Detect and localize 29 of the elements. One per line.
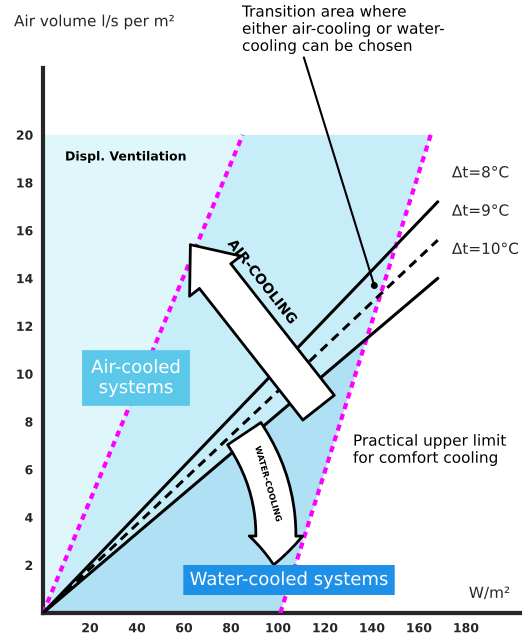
y-axis-title: Air volume l/s per m² <box>14 14 174 30</box>
x-tick-label: 180 <box>454 622 478 632</box>
series-label: Δt=9°C <box>452 204 508 216</box>
x-tick-label: 100 <box>266 622 290 632</box>
annotation: Water-cooled systems <box>190 571 388 589</box>
x-tick-label: 140 <box>360 622 384 632</box>
x-tick-label: 60 <box>176 622 192 632</box>
y-tick-label: 6 <box>25 465 33 475</box>
y-tick-label: 10 <box>17 369 33 379</box>
x-tick-label: 20 <box>82 622 98 632</box>
annotation: Transition area where either air-cooling or water- cooling can be chosen <box>242 5 444 54</box>
y-tick-label: 20 <box>16 130 33 140</box>
x-tick-label: 80 <box>223 622 240 632</box>
series-label: Δt=8°C <box>452 166 508 178</box>
annotation: Displ. Ventilation <box>66 150 186 164</box>
y-tick-label: 16 <box>17 226 33 236</box>
y-tick-label: 2 <box>26 560 32 570</box>
y-tick-label: 18 <box>17 178 33 188</box>
y-tick-label: 4 <box>25 513 33 522</box>
x-axis-title: W/m² <box>469 586 510 600</box>
series-label: Δt=10°C <box>452 242 518 254</box>
annotation: Air-cooled systems <box>91 359 180 397</box>
y-tick-label: 12 <box>17 322 32 331</box>
annotation: Practical upper limit for comfort cooling <box>353 434 506 466</box>
x-tick-label: 160 <box>407 622 432 632</box>
x-tick-label: 40 <box>128 622 146 632</box>
y-tick-label: 14 <box>17 274 33 284</box>
y-tick-label: 8 <box>25 417 32 427</box>
x-tick-label: 120 <box>313 622 338 632</box>
